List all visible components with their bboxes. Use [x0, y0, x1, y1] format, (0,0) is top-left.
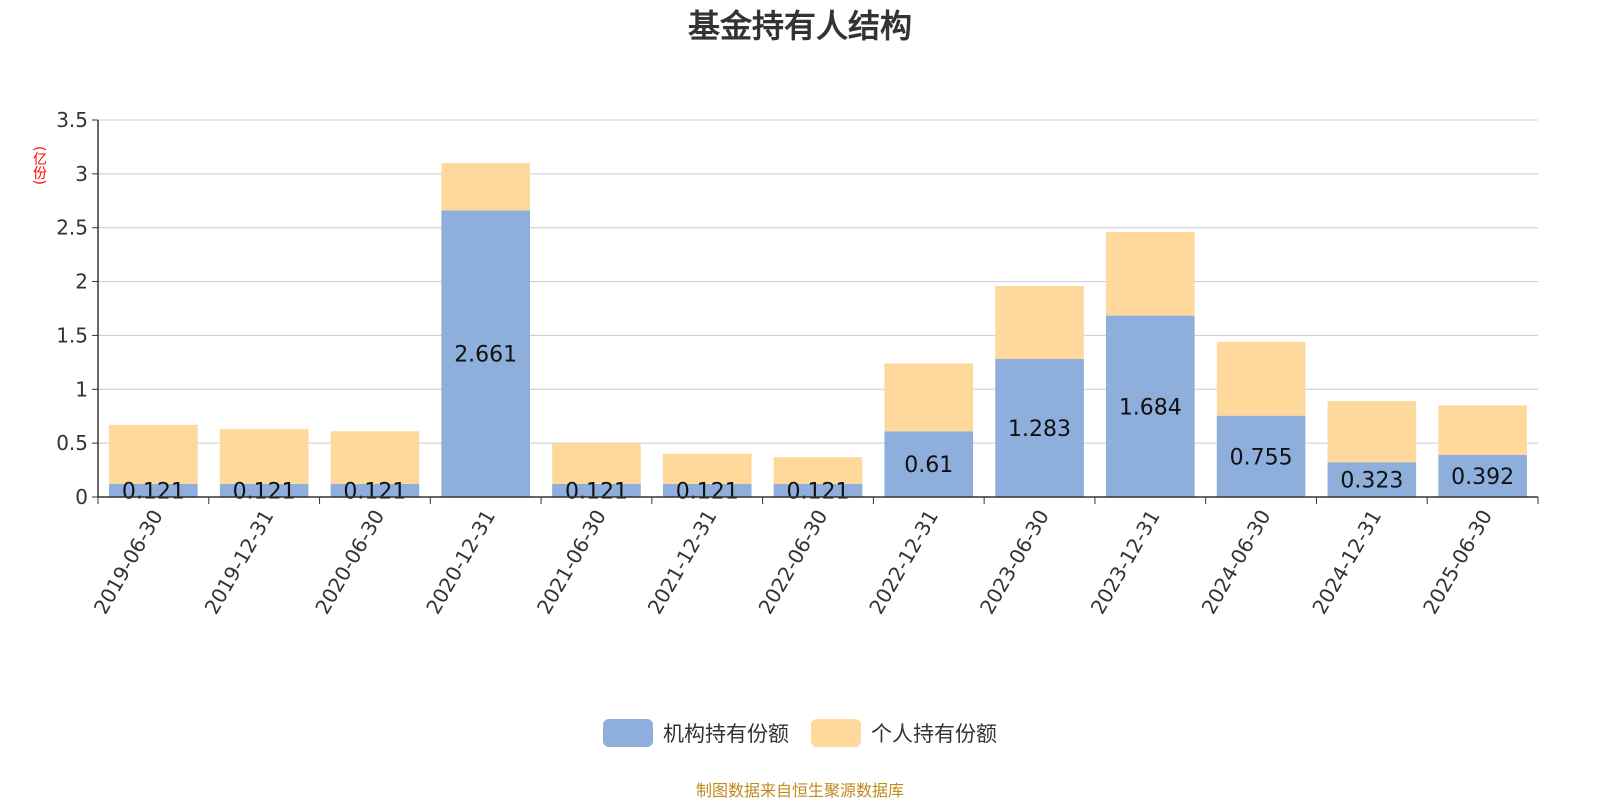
bars	[109, 163, 1527, 497]
bar-individual	[1327, 401, 1417, 463]
bar-value-label: 0.121	[343, 479, 406, 504]
bar-institutional	[773, 483, 863, 497]
bar-individual	[995, 285, 1084, 359]
bar-institutional	[995, 358, 1084, 497]
bar-institutional	[330, 483, 420, 497]
bar-individual	[441, 163, 530, 211]
bar-individual	[552, 443, 641, 484]
y-tick-label: 1	[75, 377, 88, 401]
bar-value-label: 1.684	[1119, 395, 1182, 420]
x-tick-label: 2022-12-31	[864, 506, 943, 619]
bar-institutional	[552, 483, 641, 497]
bar-individual	[662, 453, 752, 484]
bar-institutional	[219, 483, 309, 497]
legend: 机构持有份额 个人持有份额	[0, 718, 1600, 748]
bar-individual	[330, 431, 420, 484]
y-tick-label: 0.5	[56, 431, 88, 455]
x-tick-label: 2022-06-30	[753, 506, 832, 619]
bar-individual	[1438, 405, 1527, 455]
bar-value-label: 0.121	[233, 479, 296, 504]
bar-institutional	[1438, 454, 1527, 497]
y-tick-label: 0	[75, 485, 88, 509]
y-tick-label: 3.5	[56, 108, 88, 132]
x-tick-label: 2019-06-30	[89, 506, 168, 619]
bar-institutional	[662, 483, 752, 497]
legend-label-institutional: 机构持有份额	[663, 722, 789, 746]
legend-item-institutional[interactable]: 机构持有份额	[603, 718, 789, 748]
bar-value-label: 0.755	[1230, 445, 1293, 470]
grid-lines	[98, 119, 1538, 444]
x-tick-label: 2023-06-30	[975, 506, 1054, 619]
bar-institutional	[1106, 315, 1195, 497]
source-note: 制图数据来自恒生聚源数据库	[695, 781, 904, 800]
y-tick-label: 3	[75, 162, 88, 186]
y-tick-label: 1.5	[56, 323, 88, 347]
y-axis-unit-label: (亿份)	[31, 146, 47, 185]
bar-value-label: 0.121	[787, 479, 850, 504]
bar-institutional	[884, 431, 974, 497]
bar-value-label: 0.392	[1451, 465, 1514, 490]
bar-value-label: 0.121	[122, 479, 185, 504]
x-tick-label: 2024-06-30	[1197, 506, 1276, 619]
x-tick-label: 2020-12-31	[421, 506, 500, 619]
bar-value-label: 0.61	[904, 453, 953, 478]
bar-value-labels: 0.121 0.121 0.121 2.661 0.121 0.121 0.121 0.61 1…	[122, 343, 1514, 505]
chart-title: 基金持有人结构	[687, 7, 912, 45]
x-tick-label: 2020-06-30	[310, 506, 389, 619]
bar-institutional	[1327, 462, 1417, 497]
x-tick-label: 2021-12-31	[643, 506, 722, 619]
x-tick-label: 2024-12-31	[1307, 506, 1386, 619]
bar-individual	[109, 424, 198, 484]
x-tick-label: 2021-06-30	[532, 506, 611, 619]
legend-swatch-individual	[811, 719, 861, 747]
legend-item-individual[interactable]: 个人持有份额	[811, 718, 997, 748]
bar-institutional	[441, 210, 530, 497]
x-tick-label: 2025-06-30	[1418, 506, 1497, 619]
bar-value-label: 0.121	[565, 479, 628, 504]
bar-individual	[884, 363, 974, 432]
legend-label-individual: 个人持有份额	[871, 722, 997, 746]
axes: 0 0.5 1 1.5 2 2.5 3 3.5 2019-06-30 2019-12-31 2020…	[56, 108, 1539, 619]
legend-swatch-institutional	[603, 719, 653, 747]
bar-institutional	[1216, 415, 1306, 497]
bar-value-label: 0.323	[1340, 469, 1403, 494]
y-tick-label: 2	[75, 270, 88, 294]
bar-individual	[773, 457, 863, 484]
x-tick-label: 2019-12-31	[200, 506, 279, 619]
bar-institutional	[109, 483, 198, 497]
bar-individual	[219, 429, 309, 484]
bar-value-label: 1.283	[1008, 417, 1071, 442]
bar-individual	[1106, 232, 1195, 316]
bar-value-label: 0.121	[676, 479, 739, 504]
bar-individual	[1216, 341, 1306, 416]
x-tick-label: 2023-12-31	[1086, 506, 1165, 619]
y-tick-label: 2.5	[56, 216, 88, 240]
bar-value-label: 2.661	[454, 343, 517, 368]
